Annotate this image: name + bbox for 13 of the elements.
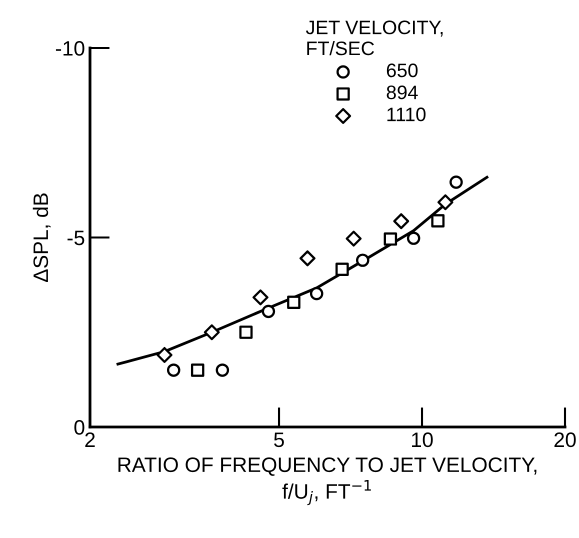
x-tick-label: 2 <box>85 432 95 447</box>
y-axis-title: ΔSPL, dB <box>32 193 51 282</box>
x-axis-title: RATIO OF FREQUENCY TO JET VELOCITY, f/U$_{j}$, FT$^{−1}$ <box>118 457 536 506</box>
y-tick-label: -10 <box>56 41 84 56</box>
legend-title: JET VELOCITY, FT/SEC <box>306 20 443 56</box>
y-tick-label: 0 <box>74 420 84 435</box>
legend-label: 894 <box>386 86 418 100</box>
y-tick-label: -5 <box>68 230 84 246</box>
legend-label: 1110 <box>387 108 426 122</box>
x-tick-label: 20 <box>554 432 576 448</box>
x-tick-label: 10 <box>412 432 433 448</box>
legend-label: 650 <box>386 63 418 78</box>
x-tick-label: 5 <box>274 432 284 448</box>
